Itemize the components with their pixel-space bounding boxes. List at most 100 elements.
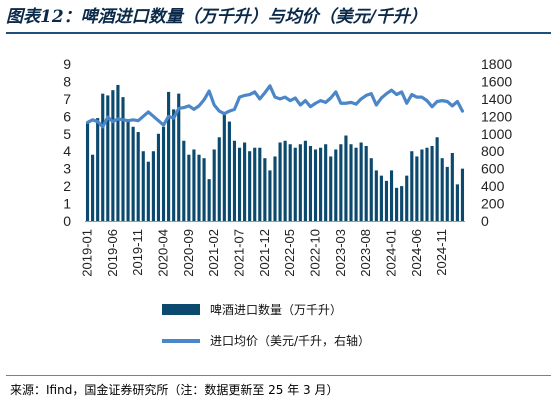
bar-2023-10 bbox=[374, 170, 378, 221]
bar-2023-08 bbox=[364, 145, 368, 221]
y-right-tick-label: 1800 bbox=[481, 56, 512, 72]
bar-2024-01 bbox=[389, 170, 394, 221]
bar-2019-09 bbox=[126, 121, 130, 221]
bar-2021-01 bbox=[207, 179, 211, 221]
bar-2022-01 bbox=[268, 170, 272, 221]
bar-2020-02 bbox=[151, 151, 155, 221]
legend-bar-swatch bbox=[162, 304, 200, 315]
x-tick-label: 2019-06 bbox=[105, 229, 120, 277]
x-tick-label: 2024-01 bbox=[384, 229, 399, 277]
bar-2022-06 bbox=[293, 147, 297, 221]
bar-2019-01 bbox=[85, 123, 90, 221]
y-left-tick-label: 5 bbox=[63, 126, 71, 142]
bar-2021-03 bbox=[217, 137, 221, 221]
bar-2024-07 bbox=[420, 149, 424, 221]
bar-2020-09 bbox=[187, 154, 191, 221]
bar-2023-07 bbox=[359, 142, 363, 221]
y-axis-left: 01 23 45 67 89 bbox=[63, 56, 71, 229]
x-tick-label: 2023-03 bbox=[333, 229, 348, 277]
bar-2021-07 bbox=[237, 147, 242, 221]
x-tick-label: 2021-02 bbox=[206, 229, 221, 277]
y-left-tick-label: 2 bbox=[63, 178, 71, 194]
bar-2020-03 bbox=[156, 133, 161, 221]
bar-2019-11 bbox=[136, 132, 140, 221]
x-tick-label: 2020-04 bbox=[156, 229, 171, 277]
bar-2022-04 bbox=[283, 140, 287, 221]
bar-2021-04 bbox=[222, 112, 226, 221]
bar-2024-03 bbox=[400, 186, 404, 221]
bar-2024-02 bbox=[395, 187, 399, 221]
bar-2024-11 bbox=[440, 158, 444, 221]
bar-2022-03 bbox=[278, 142, 282, 221]
bar-2021-06 bbox=[232, 140, 237, 221]
bar-2020-01 bbox=[146, 161, 150, 221]
bar-2020-11 bbox=[197, 154, 201, 221]
x-tick-label: 2022-05 bbox=[282, 229, 297, 277]
bar-2024-05 bbox=[410, 151, 414, 221]
bar-2024-10 bbox=[435, 137, 439, 221]
bar-2023-11 bbox=[379, 175, 383, 221]
y-left-tick-label: 7 bbox=[63, 91, 71, 107]
source-note: 来源：Ifind，国金证券研究所（注：数据更新至 25 年 3 月） bbox=[10, 383, 339, 397]
y-left-tick-label: 4 bbox=[63, 143, 71, 159]
legend: 啤酒进口数量（万千升） 进口均价（美元/千升，右轴） bbox=[162, 302, 370, 348]
bar-2020-08 bbox=[182, 140, 186, 221]
y-right-tick-label: 400 bbox=[481, 178, 505, 194]
x-tick-label: 2022-10 bbox=[308, 229, 323, 277]
bar-2023-03 bbox=[339, 144, 343, 221]
y-left-tick-label: 3 bbox=[63, 161, 71, 177]
y-left-tick-label: 8 bbox=[63, 73, 71, 89]
y-right-tick-label: 1600 bbox=[481, 73, 512, 89]
bar-2024-09 bbox=[430, 145, 434, 221]
bar-2023-09 bbox=[369, 158, 373, 221]
bar-2021-08 bbox=[243, 142, 247, 221]
bar-2024-04 bbox=[405, 175, 409, 221]
bar-2021-09 bbox=[248, 151, 252, 221]
bar-2019-10 bbox=[131, 126, 135, 221]
y-right-tick-label: 1000 bbox=[481, 126, 512, 142]
bar-2022-08 bbox=[303, 140, 307, 221]
bar-2019-08 bbox=[121, 97, 125, 221]
line-series-price bbox=[85, 84, 465, 129]
bar-2019-12 bbox=[141, 151, 145, 221]
x-tick-label: 2021-12 bbox=[257, 229, 272, 277]
bar-2022-05 bbox=[288, 144, 292, 221]
bar-2021-10 bbox=[253, 147, 257, 221]
bar-2024-06 bbox=[415, 156, 419, 221]
y-left-tick-label: 0 bbox=[63, 213, 71, 229]
bar-2020-12 bbox=[202, 158, 206, 221]
bar-2022-09 bbox=[308, 145, 313, 221]
bar-2019-05 bbox=[106, 95, 110, 221]
bar-2024-08 bbox=[425, 147, 429, 221]
y-right-tick-label: 1200 bbox=[481, 108, 512, 124]
bar-2020-10 bbox=[192, 149, 196, 221]
x-tick-label: 2024-11 bbox=[434, 229, 449, 276]
x-tick-label: 2021-07 bbox=[232, 229, 247, 277]
bar-2021-05 bbox=[227, 121, 231, 221]
bar-2019-02 bbox=[91, 154, 95, 221]
bar-2025-02 bbox=[455, 184, 459, 221]
bar-2025-01 bbox=[450, 152, 454, 221]
chart-title: 图表12：啤酒进口数量（万千升）与均价（美元/千升） bbox=[6, 7, 427, 27]
x-tick-label: 2020-09 bbox=[181, 229, 196, 277]
bar-2023-12 bbox=[384, 180, 389, 221]
bar-2019-07 bbox=[116, 84, 120, 221]
bar-2023-06 bbox=[354, 147, 358, 221]
y-left-tick-label: 9 bbox=[63, 56, 71, 72]
bar-2019-03 bbox=[96, 118, 100, 221]
bar-2022-12 bbox=[324, 144, 328, 221]
legend-bar-label: 啤酒进口数量（万千升） bbox=[210, 302, 342, 317]
bar-2021-02 bbox=[212, 149, 216, 221]
bar-2023-02 bbox=[334, 149, 338, 221]
title-rule bbox=[6, 32, 551, 34]
bar-2023-05 bbox=[349, 144, 353, 221]
legend-line-label: 进口均价（美元/千升，右轴） bbox=[210, 333, 370, 348]
bar-2023-01 bbox=[329, 156, 333, 221]
bar-2020-06 bbox=[172, 109, 176, 221]
y-left-tick-label: 6 bbox=[63, 108, 71, 124]
bar-2022-10 bbox=[313, 149, 318, 221]
x-tick-label: 2024-06 bbox=[409, 229, 424, 277]
bar-2020-04 bbox=[161, 126, 166, 221]
bar-2022-11 bbox=[319, 147, 323, 221]
